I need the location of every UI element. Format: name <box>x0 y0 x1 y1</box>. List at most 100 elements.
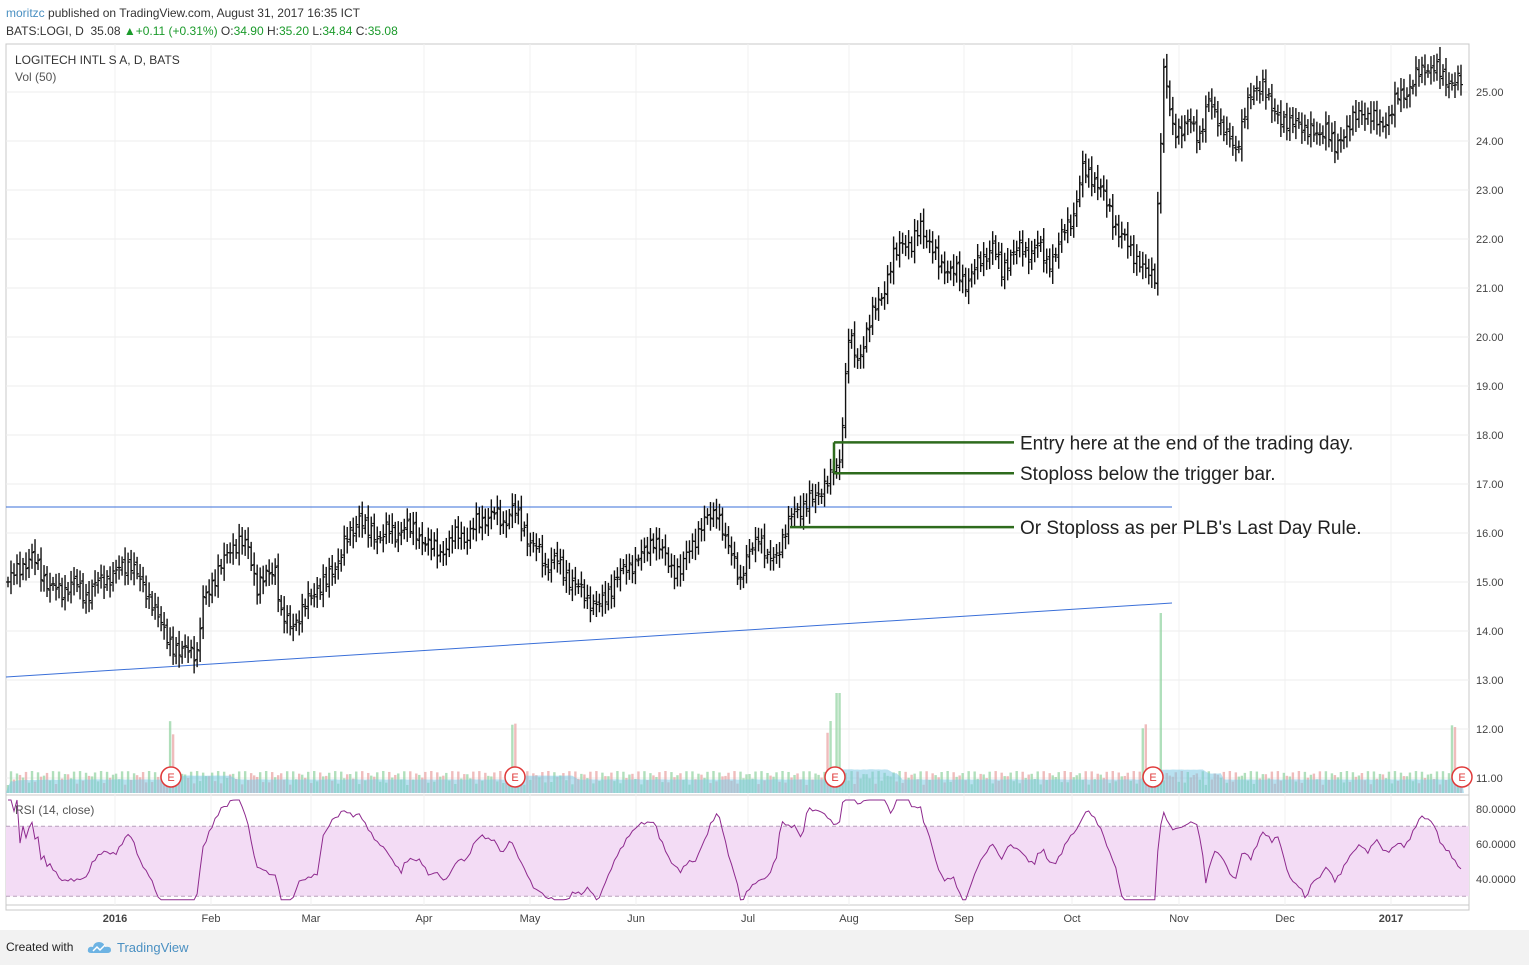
publish-info: published on TradingView.com, August 31,… <box>48 6 361 20</box>
ohlc-bar <box>585 584 590 610</box>
ohlc-bar <box>336 548 341 580</box>
ohlc-bar <box>222 542 227 581</box>
ohlc-bar <box>453 519 458 549</box>
ohlc-bar <box>1362 102 1367 131</box>
ohlc-bar <box>1053 247 1058 262</box>
ohlc-bar <box>552 548 557 570</box>
price-axis[interactable]: 11.00 12.00 13.00 14.00 15.00 16.00 17.00 18.00… <box>1476 87 1516 886</box>
ohlc-bar <box>948 260 953 281</box>
ohlc-bar <box>477 507 482 534</box>
ohlc-bar <box>519 495 524 542</box>
ohlc-bar <box>891 236 896 285</box>
ohlc-bar <box>1353 100 1358 133</box>
ohlc-bar <box>1428 56 1433 85</box>
ohlc-bar <box>1050 244 1055 284</box>
ohlc-bar <box>366 505 371 548</box>
annotation[interactable]: Or Stoploss as per PLB's Last Day Rule. <box>790 518 1362 539</box>
ohlc-bar <box>1134 244 1139 276</box>
ohlc-bar <box>252 552 257 586</box>
ohlc-bar <box>1104 179 1109 218</box>
ohlc-bar <box>1041 228 1046 273</box>
ohlc-bar <box>213 569 218 597</box>
ohlc-bar <box>1290 107 1295 134</box>
earnings-marker[interactable]: E <box>1451 766 1473 788</box>
ohlc-bar <box>1233 135 1238 162</box>
ohlc-bar <box>393 521 398 548</box>
ohlc-bar <box>288 605 293 636</box>
ohlc-bar <box>63 575 68 611</box>
earnings-marker[interactable]: E <box>160 766 182 788</box>
ohlc-bar <box>168 627 173 657</box>
earnings-marker[interactable]: E <box>824 766 846 788</box>
ohlc-bar <box>69 570 74 604</box>
ohlc-bar <box>126 552 131 585</box>
ohlc-bar <box>357 505 362 538</box>
ohlc-bar <box>441 540 446 566</box>
ohlc-bar <box>600 584 605 617</box>
time-tick-label: Aug <box>839 913 859 925</box>
annotation[interactable]: Entry here at the end of the trading day… <box>834 433 1353 454</box>
earnings-marker[interactable]: E <box>1142 766 1164 788</box>
time-tick-label: Dec <box>1275 913 1295 925</box>
ohlc-bar <box>72 567 77 596</box>
support-trendline[interactable] <box>5 602 1173 678</box>
ohlc-bar <box>951 254 956 287</box>
ohlc-bar <box>795 502 800 519</box>
ohlc-bar <box>1242 107 1247 129</box>
ohlc-bar <box>876 287 881 321</box>
ohlc-bar <box>1371 101 1376 131</box>
ohlc-bar <box>1344 115 1349 148</box>
earnings-marker[interactable]: E <box>504 766 526 788</box>
price-chart[interactable]: E E E E E Entry here at the end of the tradi… <box>0 0 1529 930</box>
annotation[interactable]: Stoploss below the trigger bar. <box>834 464 1276 485</box>
ohlc-bar <box>183 634 188 658</box>
author-link[interactable]: moritzc <box>6 6 45 20</box>
ohlc-bar <box>849 329 854 349</box>
ohlc-bar <box>1263 69 1268 110</box>
ohlc-bar <box>510 493 515 529</box>
time-axis[interactable]: 2016 Feb Mar Apr May Jun Jul Aug Sep Oct Nov Dec 201… <box>103 913 1403 925</box>
ohlc-bar <box>66 582 71 602</box>
time-tick-label: Nov <box>1169 913 1189 925</box>
ohlc-bar <box>639 539 644 571</box>
ohlc-bar <box>96 571 101 594</box>
ohlc-bar <box>432 532 437 557</box>
earnings-letter: E <box>1458 772 1465 784</box>
ohlc-bar <box>954 255 959 283</box>
ohlc-bar <box>522 521 527 537</box>
ohlc-bar <box>1452 72 1457 99</box>
ohlc-bar <box>759 528 764 554</box>
ohlc-bar <box>387 514 392 543</box>
ohlc-bar <box>1338 127 1343 153</box>
ohlc-bar <box>963 267 968 297</box>
ohlc-bar <box>384 512 389 545</box>
ohlc-bar <box>711 502 716 528</box>
ohlc-bar <box>771 547 776 571</box>
ohlc-bar <box>726 526 731 555</box>
ohlc-bar <box>111 562 116 592</box>
ohlc-bar <box>363 514 368 535</box>
ohlc-bar <box>1125 222 1130 259</box>
tradingview-cloud-icon[interactable] <box>87 939 113 955</box>
time-tick-label: Jul <box>741 913 755 925</box>
annotations[interactable]: Entry here at the end of the trading day… <box>790 433 1362 539</box>
ohlc-bar <box>537 538 542 553</box>
ohlc-bar <box>57 572 62 599</box>
ohlc-bar <box>1356 101 1361 128</box>
ohlc-bar <box>1140 251 1145 280</box>
ohlc-bar <box>1020 230 1025 267</box>
ohlc-bar <box>171 626 176 665</box>
ohlc-bar <box>1419 56 1424 84</box>
ohlc-bar <box>1281 110 1286 133</box>
ohlc-bar <box>1230 126 1235 156</box>
ohlc-bar <box>705 508 710 525</box>
ohlc-bar <box>423 536 428 552</box>
trendlines[interactable] <box>5 506 1173 678</box>
ohlc-bar <box>783 524 788 550</box>
ohlc-bar <box>1062 224 1067 241</box>
tradingview-link[interactable]: TradingView <box>117 940 189 955</box>
ohlc-bar <box>255 564 260 605</box>
ohlc-bar <box>636 554 641 567</box>
ohlc-bar <box>1077 175 1082 208</box>
